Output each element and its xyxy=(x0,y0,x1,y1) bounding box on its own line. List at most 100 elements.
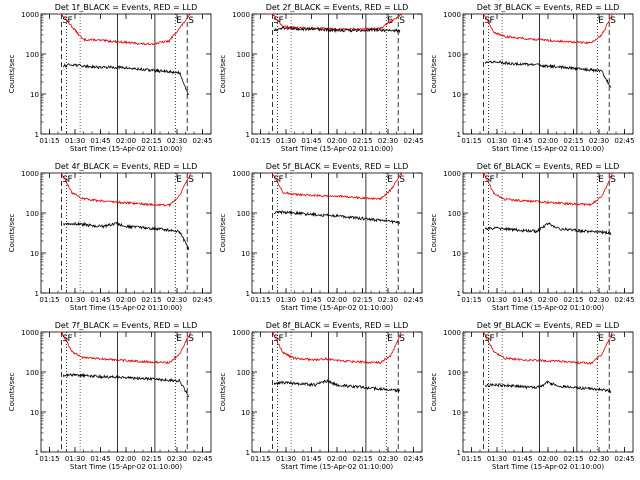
marker-label: S xyxy=(610,175,616,185)
marker-label: F xyxy=(490,16,495,26)
x-tick-label: 02:00 xyxy=(538,137,558,145)
panel-title: Det 7f_BLACK = Events, RED = LLD xyxy=(55,321,198,330)
y-tick-label: 10 xyxy=(452,250,461,258)
y-tick-label: 1 xyxy=(457,131,461,139)
y-tick-label: 1 xyxy=(35,131,39,139)
y-axis-label: Counts/sec xyxy=(219,214,227,253)
x-tick-label: 01:15 xyxy=(39,296,59,304)
x-tick-label: 02:45 xyxy=(403,296,423,304)
x-axis-label: Start Time (15-Apr-02 01:10:00) xyxy=(281,304,393,312)
x-tick-label: 02:15 xyxy=(352,137,372,145)
x-tick-label: 01:15 xyxy=(461,455,481,463)
x-axis-label: Start Time (15-Apr-02 01:10:00) xyxy=(281,145,393,153)
x-tick-label: 01:45 xyxy=(301,296,321,304)
panel-title: Det 6f_BLACK = Events, RED = LLD xyxy=(477,162,620,171)
panel-8: Det 8f_BLACK = Events, RED = LLD 1 10 100 10… xyxy=(219,321,424,471)
y-tick-label: 100 xyxy=(237,210,250,218)
marker-label: F xyxy=(279,16,284,26)
x-tick-label: 02:45 xyxy=(403,455,423,463)
x-tick-label: 02:30 xyxy=(167,455,187,463)
marker-label: E xyxy=(176,334,182,344)
marker-label: S xyxy=(273,16,279,26)
x-axis-label: Start Time (15-Apr-02 01:10:00) xyxy=(281,463,393,471)
y-tick-label: 1000 xyxy=(232,11,250,19)
marker-label: S xyxy=(610,16,616,26)
panel-1: Det 1f_BLACK = Events, RED = LLD 1 10 100 10… xyxy=(8,3,213,153)
marker-label: F xyxy=(68,16,73,26)
x-tick-label: 02:30 xyxy=(378,296,398,304)
y-tick-label: 10 xyxy=(241,409,250,417)
y-tick-label: 10 xyxy=(452,409,461,417)
x-tick-label: 02:15 xyxy=(141,296,161,304)
x-tick-label: 02:45 xyxy=(614,296,634,304)
x-tick-label: 01:30 xyxy=(65,296,85,304)
x-axis-label: Start Time (15-Apr-02 01:10:00) xyxy=(70,145,182,153)
x-tick-label: 02:00 xyxy=(538,296,558,304)
x-tick-label: 01:45 xyxy=(90,137,110,145)
marker-label: F xyxy=(490,175,495,185)
x-axis-label: Start Time (15-Apr-02 01:10:00) xyxy=(492,463,604,471)
y-tick-label: 10 xyxy=(452,91,461,99)
marker-label: S xyxy=(188,16,194,26)
y-axis-label: Counts/sec xyxy=(219,373,227,412)
series-events-line xyxy=(62,62,190,95)
marker-label: S xyxy=(62,16,68,26)
panel-title: Det 9f_BLACK = Events, RED = LLD xyxy=(477,321,620,330)
x-tick-label: 02:45 xyxy=(403,137,423,145)
series-events-line xyxy=(273,378,401,393)
x-tick-label: 02:30 xyxy=(378,455,398,463)
y-tick-label: 1000 xyxy=(443,11,461,19)
x-axis-label: Start Time (15-Apr-02 01:10:00) xyxy=(492,145,604,153)
series-events-line xyxy=(484,222,612,236)
panel-7: Det 7f_BLACK = Events, RED = LLD 1 10 100 10… xyxy=(8,321,213,471)
x-tick-label: 02:15 xyxy=(563,296,583,304)
panel-5: Det 5f_BLACK = Events, RED = LLD 1 10 100 10… xyxy=(219,162,424,312)
series-lld-line xyxy=(269,172,405,201)
marker-label: S xyxy=(610,334,616,344)
series-events-line xyxy=(273,25,401,34)
series-lld-line xyxy=(480,13,616,45)
x-tick-label: 02:45 xyxy=(192,455,212,463)
series-lld-line xyxy=(480,172,616,207)
x-axis-label: Start Time (15-Apr-02 01:10:00) xyxy=(70,304,182,312)
series-events-line xyxy=(62,372,190,398)
x-tick-label: 02:00 xyxy=(116,296,136,304)
marker-label: S xyxy=(188,334,194,344)
y-tick-label: 1 xyxy=(246,449,250,457)
x-tick-label: 02:45 xyxy=(614,137,634,145)
x-tick-label: 02:15 xyxy=(563,137,583,145)
marker-label: S xyxy=(484,334,490,344)
y-tick-label: 1 xyxy=(457,449,461,457)
y-tick-label: 100 xyxy=(26,51,39,59)
x-tick-label: 01:45 xyxy=(90,296,110,304)
marker-label: S xyxy=(399,334,405,344)
x-tick-label: 02:15 xyxy=(563,455,583,463)
series-lld-line xyxy=(58,13,194,46)
x-tick-label: 01:15 xyxy=(39,455,59,463)
y-tick-label: 10 xyxy=(30,91,39,99)
y-tick-label: 1000 xyxy=(443,170,461,178)
y-tick-label: 10 xyxy=(241,91,250,99)
y-axis-label: Counts/sec xyxy=(430,214,438,253)
x-tick-label: 01:45 xyxy=(301,455,321,463)
panel-title: Det 4f_BLACK = Events, RED = LLD xyxy=(55,162,198,171)
marker-label: E xyxy=(598,175,604,185)
series-lld-line xyxy=(269,331,405,365)
panel-title: Det 3f_BLACK = Events, RED = LLD xyxy=(477,3,620,12)
x-tick-label: 01:45 xyxy=(512,296,532,304)
series-lld-line xyxy=(480,331,616,366)
x-tick-label: 02:00 xyxy=(327,455,347,463)
x-tick-label: 02:00 xyxy=(538,455,558,463)
y-tick-label: 1 xyxy=(246,290,250,298)
x-tick-label: 01:15 xyxy=(250,296,270,304)
x-tick-label: 01:15 xyxy=(250,455,270,463)
x-tick-label: 02:45 xyxy=(614,455,634,463)
x-tick-label: 02:30 xyxy=(589,455,609,463)
x-tick-label: 02:30 xyxy=(167,296,187,304)
x-tick-label: 01:15 xyxy=(461,137,481,145)
x-tick-label: 02:00 xyxy=(116,455,136,463)
series-lld-line xyxy=(58,331,194,365)
x-tick-label: 02:30 xyxy=(167,137,187,145)
series-lld-line xyxy=(58,172,194,208)
